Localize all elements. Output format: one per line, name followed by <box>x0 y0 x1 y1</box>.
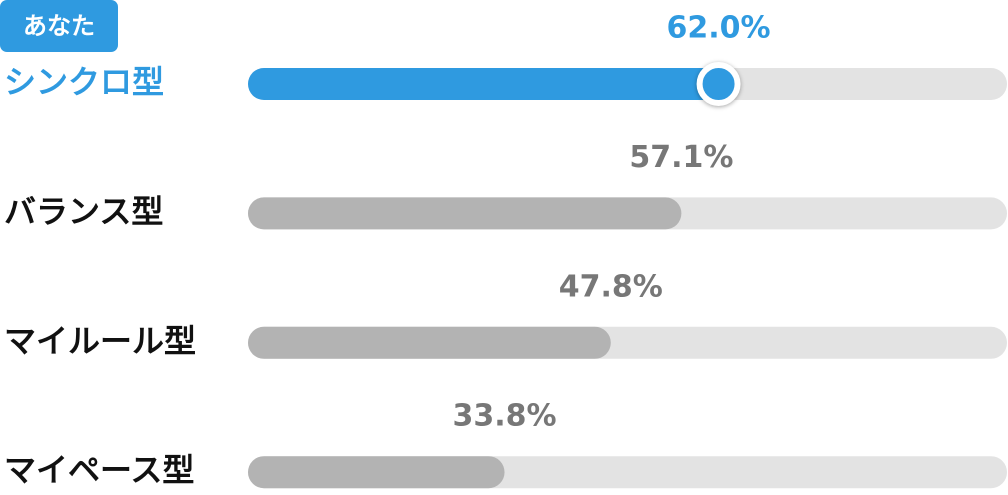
category-label: マイルール型 <box>4 322 196 360</box>
value-label: 33.8% <box>453 399 557 434</box>
category-label: シンクロ型 <box>4 63 164 101</box>
badge-label: あなた <box>23 12 95 40</box>
bar <box>248 326 611 359</box>
bar-knob <box>696 62 741 106</box>
badge <box>0 0 118 52</box>
bar <box>248 197 682 230</box>
value-label: 47.8% <box>559 269 663 304</box>
bar <box>248 456 505 489</box>
bar <box>248 68 719 100</box>
value-label: 62.0% <box>667 11 771 46</box>
category-label: バランス型 <box>4 192 163 230</box>
value-label: 57.1% <box>629 140 733 175</box>
category-label: マイペース型 <box>4 451 194 489</box>
